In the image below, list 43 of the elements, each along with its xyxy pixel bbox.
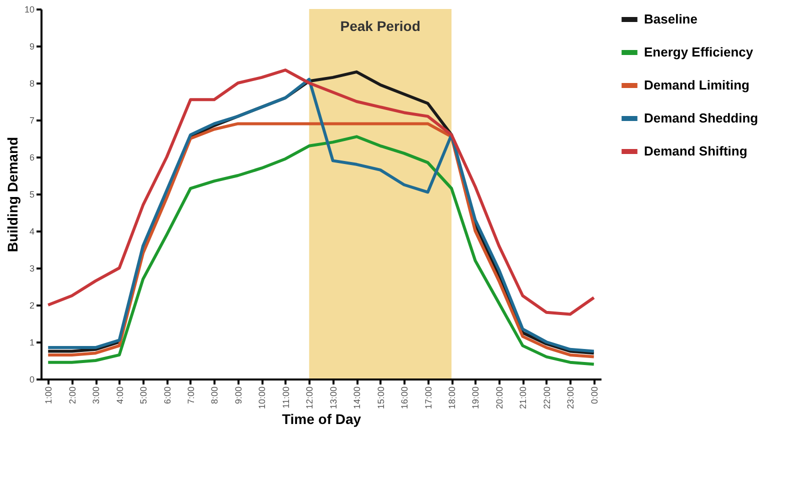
x-tick-label: 23:00 xyxy=(566,386,576,410)
y-tick-label: 9 xyxy=(29,42,34,52)
x-tick-label: 12:00 xyxy=(304,386,315,410)
x-tick-label: 21:00 xyxy=(518,386,528,410)
x-axis-title: Time of Day xyxy=(282,411,362,428)
x-tick-label: 16:00 xyxy=(400,386,410,410)
y-tick-label: 3 xyxy=(29,264,34,274)
legend-label: Baseline xyxy=(644,12,698,26)
x-tick-label: 6:00 xyxy=(162,386,172,404)
y-tick-label: 6 xyxy=(29,152,34,162)
x-tick-label: 8:00 xyxy=(210,386,220,404)
x-tick-label: 11:00 xyxy=(280,386,291,408)
legend-label: Energy Efficiency xyxy=(644,44,754,60)
x-tick-label: 5:00 xyxy=(138,386,149,404)
x-tick-label: 13:00 xyxy=(328,386,338,410)
x-tick-label: 19:00 xyxy=(470,386,481,410)
y-tick-label: 5 xyxy=(29,190,34,200)
x-tick-label: 9:00 xyxy=(233,386,244,404)
x-tick-label: 10:00 xyxy=(257,386,268,410)
y-tick-label: 1 xyxy=(29,338,34,348)
x-tick-label: 22:00 xyxy=(542,386,552,410)
x-tick-label: 7:00 xyxy=(186,386,196,404)
x-tick-label: 17:00 xyxy=(423,386,434,410)
band-label: Peak Period xyxy=(340,18,420,34)
y-axis-title: Building Demand xyxy=(4,136,20,252)
x-tick-label: 4:00 xyxy=(114,386,125,404)
y-tick-label: 10 xyxy=(24,4,34,14)
y-tick-label: 8 xyxy=(29,78,34,88)
x-tick-label: 18:00 xyxy=(447,386,458,410)
x-tick-label: 15:00 xyxy=(376,386,386,410)
y-tick-label: 7 xyxy=(29,116,34,126)
x-tick-label: 1:00 xyxy=(44,386,54,404)
x-tick-label: 14:00 xyxy=(352,386,362,410)
y-tick-label: 2 xyxy=(29,300,34,310)
legend-label: Demand Shifting xyxy=(644,144,748,158)
legend-label: Demand Shedding xyxy=(644,110,758,126)
x-tick-label: 20:00 xyxy=(494,386,504,410)
legend-label: Demand Limiting xyxy=(644,78,750,92)
x-tick-label: 3:00 xyxy=(91,386,102,404)
x-tick-label: 0:00 xyxy=(589,386,600,404)
y-tick-label: 0 xyxy=(29,374,34,384)
y-tick-label: 4 xyxy=(29,226,34,236)
x-tick-label: 2:00 xyxy=(67,386,78,404)
